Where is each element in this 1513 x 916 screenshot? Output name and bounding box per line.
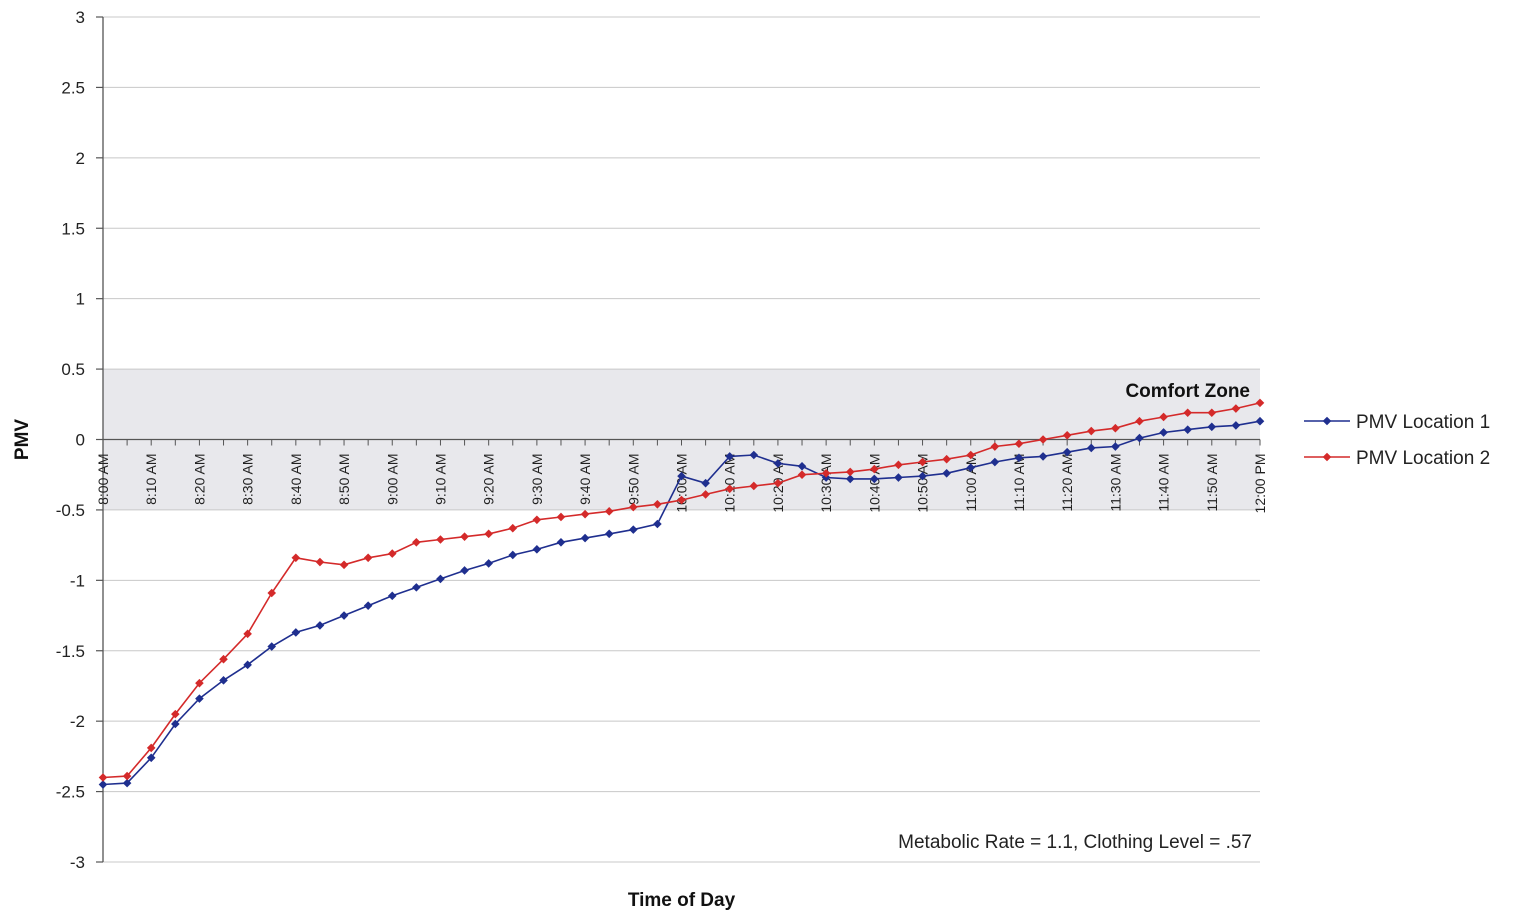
y-tick-label: 2 xyxy=(76,149,85,168)
data-point xyxy=(340,611,349,620)
data-point xyxy=(292,628,301,637)
data-point xyxy=(340,561,349,570)
y-tick-label: 2.5 xyxy=(61,78,85,97)
data-point xyxy=(316,558,325,567)
y-axis-title: PMV xyxy=(12,419,33,461)
y-tick-label: -1 xyxy=(70,571,85,590)
x-tick-label: 10:30 AM xyxy=(818,454,834,513)
legend: PMV Location 1 PMV Location 2 xyxy=(1304,412,1490,469)
data-point xyxy=(364,601,373,610)
x-tick-label: 11:20 AM xyxy=(1059,454,1075,512)
data-point xyxy=(605,530,614,539)
x-tick-label: 8:30 AM xyxy=(240,454,256,505)
conditions-annotation: Metabolic Rate = 1.1, Clothing Level = .… xyxy=(898,832,1252,853)
data-point xyxy=(460,566,469,575)
y-tick-label: -2 xyxy=(70,712,85,731)
x-tick-label: 9:10 AM xyxy=(432,454,448,505)
x-tick-label: 9:30 AM xyxy=(529,454,545,505)
data-point xyxy=(99,773,108,782)
legend-label-location-1: PMV Location 1 xyxy=(1356,412,1490,433)
data-point xyxy=(364,554,373,563)
data-point xyxy=(436,535,445,544)
data-point xyxy=(460,532,469,541)
legend-item-location-2: PMV Location 2 xyxy=(1304,448,1490,469)
y-tick-label: -0.5 xyxy=(56,501,85,520)
legend-label-location-2: PMV Location 2 xyxy=(1356,448,1490,469)
y-tick-label: 3 xyxy=(76,8,85,27)
legend-marker-location-1 xyxy=(1323,417,1332,426)
x-tick-label: 8:20 AM xyxy=(191,454,207,505)
data-point xyxy=(316,621,325,630)
data-point xyxy=(508,551,517,560)
x-tick-label: 11:50 AM xyxy=(1204,454,1220,512)
data-point xyxy=(629,525,638,534)
x-tick-label: 8:10 AM xyxy=(143,454,159,505)
x-tick-label: 11:30 AM xyxy=(1107,454,1123,512)
comfort-zone-label: Comfort Zone xyxy=(1125,381,1250,402)
x-tick-label: 9:50 AM xyxy=(625,454,641,505)
x-tick-label: 12:00 PM xyxy=(1252,454,1268,514)
y-tick-label: -1.5 xyxy=(56,642,85,661)
data-point xyxy=(533,545,542,554)
legend-item-location-1: PMV Location 1 xyxy=(1304,412,1490,433)
y-tick-label: -2.5 xyxy=(56,783,85,802)
y-tick-label: -3 xyxy=(70,853,85,872)
data-point xyxy=(388,549,397,558)
x-axis-title: Time of Day xyxy=(628,890,736,911)
data-point xyxy=(557,538,566,547)
data-point xyxy=(484,530,493,539)
x-tick-label: 9:00 AM xyxy=(384,454,400,505)
y-tick-label: 1.5 xyxy=(61,219,85,238)
data-point xyxy=(508,524,517,533)
data-point xyxy=(581,510,590,519)
data-point xyxy=(484,559,493,568)
data-point xyxy=(436,575,445,584)
data-point xyxy=(267,589,276,598)
x-tick-label: 11:10 AM xyxy=(1011,453,1027,511)
x-tick-label: 8:40 AM xyxy=(288,454,304,505)
legend-marker-location-2 xyxy=(1323,453,1332,462)
data-point xyxy=(581,534,590,543)
data-point xyxy=(557,513,566,522)
data-point xyxy=(412,583,421,592)
x-tick-label: 9:20 AM xyxy=(481,453,497,504)
axes: 3 2.5 2 1.5 1 0.5 0 -0.5 -1 -1.5 -2 -2.5 -3 8:00 AM 8:… xyxy=(56,8,1268,872)
y-tick-label: 1 xyxy=(76,290,85,309)
data-point xyxy=(412,538,421,547)
x-tick-label: 8:00 AM xyxy=(95,454,111,505)
data-point xyxy=(533,515,542,524)
y-tick-label: 0 xyxy=(76,431,85,450)
x-tick-label: 8:50 AM xyxy=(336,454,352,505)
data-point xyxy=(388,592,397,601)
y-tick-label: 0.5 xyxy=(61,360,85,379)
x-tick-label: 11:40 AM xyxy=(1156,454,1172,512)
x-tick-label: 11:00 AM xyxy=(963,454,979,512)
x-tick-label: 9:40 AM xyxy=(577,454,593,505)
data-point xyxy=(653,520,662,529)
